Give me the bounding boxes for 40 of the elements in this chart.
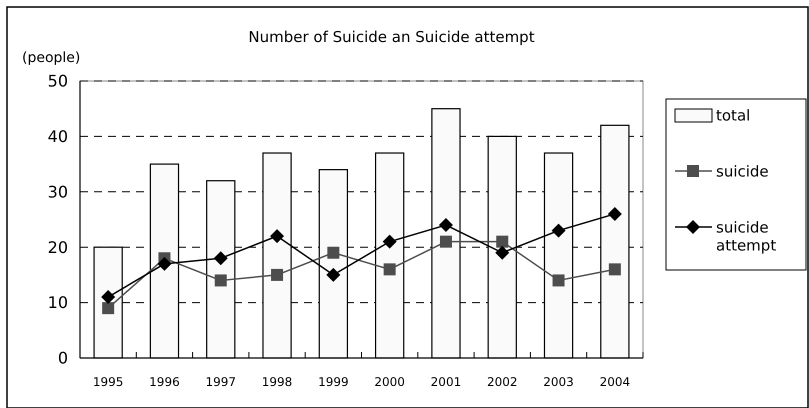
- point: [440, 236, 452, 248]
- point: [438, 218, 453, 232]
- y-tick-label: 20: [48, 238, 68, 257]
- point: [326, 268, 340, 282]
- point: [552, 224, 566, 238]
- point: [552, 274, 565, 286]
- point: [608, 206, 622, 221]
- legend-label: suicide: [716, 162, 769, 180]
- point: [271, 268, 284, 281]
- point: [327, 246, 340, 259]
- y-tick-label: 50: [48, 72, 68, 91]
- y-tick-label: 10: [48, 293, 68, 312]
- point: [214, 251, 228, 266]
- y-tick-label: 0: [58, 348, 68, 368]
- x-tick-label: 1997: [205, 375, 236, 389]
- chart-title: Number of Suicide an Suicide attempt: [248, 28, 535, 46]
- x-tick-label: 1996: [149, 375, 180, 389]
- point: [608, 263, 621, 276]
- x-tick-label: 1998: [262, 375, 292, 389]
- y-axis-title: (people): [22, 50, 80, 66]
- legend-label: suicide attempt: [716, 218, 776, 254]
- point: [101, 290, 116, 304]
- point: [270, 229, 284, 244]
- point: [102, 302, 114, 314]
- x-tick-label: 1999: [318, 375, 349, 389]
- point: [496, 236, 508, 248]
- point: [495, 246, 510, 260]
- x-tick-label: 1995: [92, 375, 124, 389]
- x-tick-label: 2003: [543, 375, 574, 389]
- legend-label: total: [716, 106, 750, 124]
- y-tick-label: 40: [48, 127, 68, 146]
- point: [382, 234, 397, 249]
- point: [384, 263, 396, 276]
- x-tick-label: 2002: [486, 375, 518, 389]
- x-tick-label: 2004: [600, 375, 630, 389]
- x-tick-label: 2001: [430, 375, 462, 389]
- x-tick-label: 2000: [374, 375, 405, 389]
- y-tick-label: 30: [48, 182, 68, 202]
- point: [157, 256, 172, 271]
- point: [214, 274, 227, 286]
